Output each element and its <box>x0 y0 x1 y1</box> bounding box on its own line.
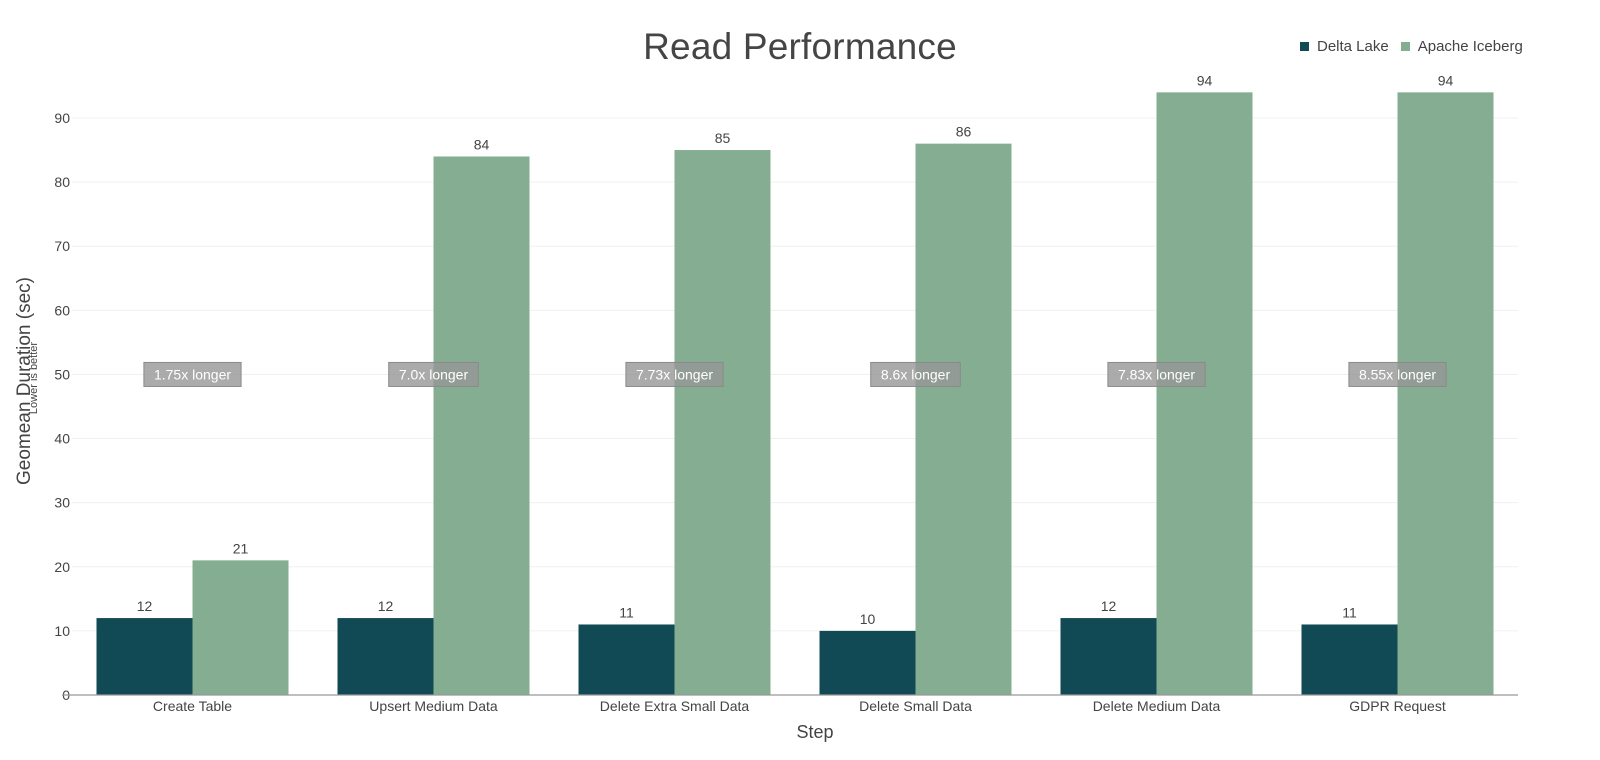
annotation-text: 8.55x longer <box>1359 366 1436 382</box>
bar-delta-lake[interactable] <box>337 618 434 695</box>
bar-delta-lake[interactable] <box>819 630 916 695</box>
bar-value-label: 10 <box>860 611 876 627</box>
annotation-box <box>625 361 724 387</box>
y-tick-label: 90 <box>54 110 70 126</box>
bar-apache-iceberg[interactable] <box>433 156 530 695</box>
annotation-box <box>870 361 961 387</box>
bar-value-label: 11 <box>619 604 634 620</box>
bar-value-label: 12 <box>137 598 153 614</box>
bar-value-label: 84 <box>474 136 490 152</box>
bar-apache-iceberg[interactable] <box>1397 92 1494 696</box>
x-tick-label: Upsert Medium Data <box>369 698 498 714</box>
bar-delta-lake[interactable] <box>96 618 193 695</box>
y-tick-label: 80 <box>54 174 70 190</box>
y-tick-label: 60 <box>54 302 70 318</box>
y-tick-label: 10 <box>54 623 70 639</box>
bar-value-label: 11 <box>1342 604 1357 620</box>
annotation-box <box>1107 361 1206 387</box>
bar-value-label: 94 <box>1438 72 1454 88</box>
bar-value-label: 12 <box>378 598 394 614</box>
legend-label: Delta Lake <box>1317 38 1389 55</box>
legend-swatch-apache-iceberg <box>1400 42 1410 51</box>
annotation-text: 8.6x longer <box>881 366 951 382</box>
legend-item-delta-lake[interactable]: Delta Lake <box>1300 38 1389 55</box>
bar-apache-iceberg[interactable] <box>1156 92 1253 696</box>
bar-value-label: 86 <box>956 124 972 140</box>
annotation-text: 1.75x longer <box>154 366 231 382</box>
y-tick-label: 50 <box>54 366 70 382</box>
bar-apache-iceberg[interactable] <box>915 143 1012 696</box>
bar-value-label: 12 <box>1101 598 1117 614</box>
y-tick-label: 70 <box>54 238 70 254</box>
bar-apache-iceberg[interactable] <box>674 150 771 696</box>
x-tick-label: Delete Small Data <box>859 698 972 714</box>
x-tick-label: Delete Extra Small Data <box>600 698 750 714</box>
annotation-box <box>388 361 479 387</box>
bar-value-label: 21 <box>233 540 249 556</box>
bar-delta-lake[interactable] <box>578 624 675 695</box>
chart-title: Read Performance <box>643 26 957 67</box>
y-tick-label: 0 <box>62 687 70 703</box>
y-axis-subtitle: Lower is better <box>28 341 40 415</box>
legend-swatch-delta-lake <box>1300 42 1309 51</box>
bar-delta-lake[interactable] <box>1301 624 1398 695</box>
legend-item-apache-iceberg[interactable]: Apache Iceberg <box>1400 38 1523 55</box>
bar-delta-lake[interactable] <box>1060 618 1157 695</box>
x-tick-label: Delete Medium Data <box>1093 698 1221 714</box>
x-axis-title: Step <box>796 722 834 742</box>
y-tick-label: 30 <box>54 495 70 511</box>
bar-value-label: 94 <box>1197 72 1213 88</box>
bar-apache-iceberg[interactable] <box>192 560 289 695</box>
y-tick-label: 40 <box>54 431 70 447</box>
legend: Delta Lake Apache Iceberg <box>1300 38 1529 55</box>
annotation-text: 7.83x longer <box>1118 366 1195 382</box>
x-tick-label: Create Table <box>153 698 232 714</box>
annotation-text: 7.0x longer <box>399 366 469 382</box>
y-tick-label: 20 <box>54 559 70 575</box>
bar-value-label: 85 <box>715 130 731 146</box>
x-tick-label: GDPR Request <box>1349 698 1446 714</box>
annotation-text: 7.73x longer <box>636 366 713 382</box>
legend-label: Apache Iceberg <box>1417 38 1523 55</box>
annotation-box <box>1348 361 1447 387</box>
annotation-box <box>143 361 242 387</box>
